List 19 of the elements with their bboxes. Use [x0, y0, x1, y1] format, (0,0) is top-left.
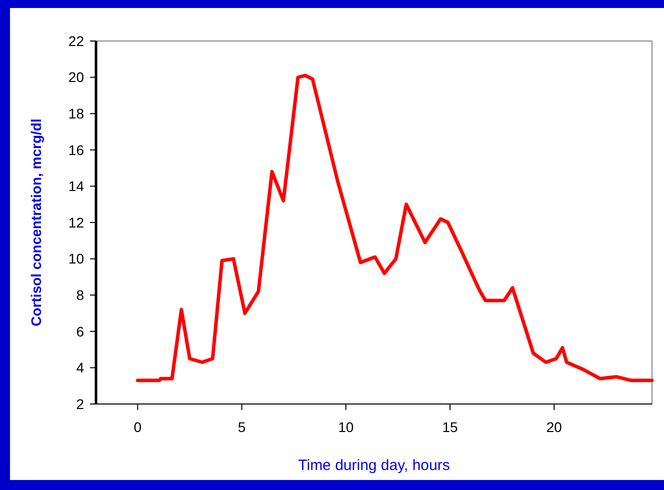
x-tick-label: 10: [338, 419, 354, 435]
x-axis-title: Time during day, hours: [298, 457, 450, 474]
y-tick-label: 18: [68, 106, 84, 122]
y-tick-label: 8: [76, 287, 84, 303]
y-axis-title: Cortisol concentration, mcrg/dl: [28, 118, 44, 326]
y-tick-label: 2: [76, 396, 84, 412]
x-tick-label: 0: [134, 419, 142, 435]
y-tick-label: 12: [68, 214, 84, 230]
y-tick-label: 16: [68, 142, 84, 158]
y-tick-label: 22: [68, 32, 84, 49]
y-tick-label: 14: [68, 178, 84, 194]
x-tick-label: 20: [546, 419, 562, 435]
line-series: [136, 74, 654, 382]
x-tick-label: 15: [442, 419, 458, 435]
y-tick-label: 6: [76, 323, 84, 340]
y-tick-label: 20: [68, 69, 84, 86]
y-tick-label: 10: [68, 250, 84, 267]
y-tick-label: 4: [76, 360, 84, 376]
x-tick-label: 5: [238, 419, 246, 435]
